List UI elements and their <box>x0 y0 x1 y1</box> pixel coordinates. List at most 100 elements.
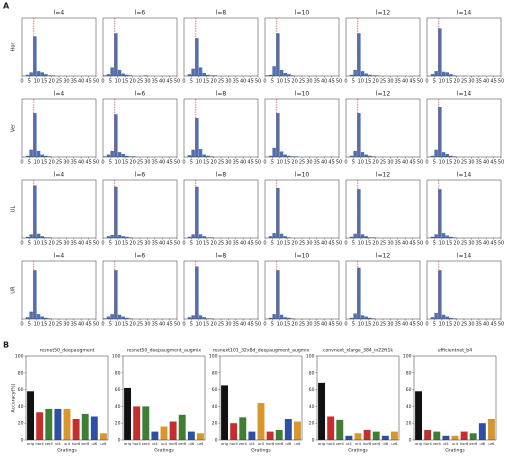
x-tick-label: hor4 <box>133 442 142 446</box>
histogram-bar <box>187 155 192 157</box>
y-tick-label: 0 <box>21 438 24 444</box>
histogram-bar <box>283 72 287 76</box>
x-tick-label: 15 <box>365 79 371 85</box>
x-tick-label: 5 <box>352 160 355 166</box>
x-tick-label: 40 <box>78 160 84 166</box>
x-tick-label: 15 <box>41 79 47 85</box>
panel-label: A <box>3 2 10 11</box>
x-tick-label: 30 <box>387 322 393 328</box>
x-tick-label: 40 <box>159 322 165 328</box>
x-tick-label: 25 <box>299 241 305 247</box>
histogram-bar <box>283 236 287 238</box>
x-tick-label: 45 <box>166 160 172 166</box>
x-tick-label: 0 <box>101 160 104 166</box>
subplot-title: l=10 <box>295 10 310 17</box>
x-tick-label: 10 <box>277 79 283 85</box>
bar <box>133 406 141 440</box>
histogram-bar <box>25 236 30 238</box>
bar <box>266 431 274 440</box>
x-tick-label: 40 <box>240 322 246 328</box>
x-tick-label: 35 <box>71 160 77 166</box>
histogram-bar <box>187 317 192 319</box>
histogram-bar <box>198 234 203 238</box>
histogram-bar <box>128 156 133 157</box>
subplot-title: efficientnet_b4 <box>438 348 472 354</box>
y-tick-label: 60 <box>18 387 24 393</box>
histogram-bar <box>110 234 114 238</box>
x-tick-label: ver6 <box>469 442 478 446</box>
x-tick-label: 45 <box>328 79 334 85</box>
x-tick-label: 35 <box>71 322 77 328</box>
histogram-bar <box>117 69 122 76</box>
x-tick-label: ul4 <box>346 442 352 446</box>
histogram-bar <box>198 315 203 319</box>
histogram-bar <box>117 234 122 238</box>
panel-label: B <box>3 341 9 350</box>
histogram-bar <box>430 155 435 157</box>
histogram-bar <box>33 185 37 238</box>
x-tick-label: ur6 <box>100 442 107 446</box>
histogram-bar <box>445 235 449 238</box>
y-tick-label: 80 <box>115 370 121 376</box>
subplot-title: l=8 <box>216 10 227 17</box>
x-tick-label: 35 <box>314 241 320 247</box>
bar <box>151 431 159 440</box>
x-tick-label: 10 <box>439 79 445 85</box>
x-tick-label: 35 <box>152 241 158 247</box>
x-tick-label: hor6 <box>169 442 178 446</box>
histogram-bar <box>202 236 206 238</box>
histogram-bar <box>125 236 129 238</box>
bar <box>433 431 441 440</box>
x-tick-label: ver4 <box>239 442 248 446</box>
x-tick-label: 20 <box>453 322 459 328</box>
bar <box>99 433 107 440</box>
x-tick-label: 20 <box>210 322 216 328</box>
histogram-bar <box>441 233 446 238</box>
x-tick-label: 15 <box>122 322 128 328</box>
histogram-bar <box>209 75 214 76</box>
histogram-bar <box>121 153 125 157</box>
x-tick-label: 0 <box>20 79 23 85</box>
x-tick-label: 40 <box>240 79 246 85</box>
histogram-bar <box>209 318 214 319</box>
x-tick-label: 30 <box>306 241 312 247</box>
histogram-bar <box>438 28 442 76</box>
y-tick-label: 100 <box>112 354 121 360</box>
x-tick-label: 40 <box>402 160 408 166</box>
x-tick-label: ul6 <box>92 442 98 446</box>
bar <box>390 431 398 440</box>
bar <box>81 413 89 440</box>
x-tick-label: 50 <box>93 241 99 247</box>
histogram-bar <box>371 75 376 76</box>
x-tick-label: 35 <box>395 160 401 166</box>
x-tick-label: 5 <box>190 79 193 85</box>
x-tick-label: 45 <box>409 79 415 85</box>
x-tick-label: ver4 <box>433 442 442 446</box>
x-tick-label: 5 <box>352 79 355 85</box>
y-tick-label: 60 <box>406 387 412 393</box>
bar <box>221 385 229 440</box>
x-tick-label: 5 <box>28 322 31 328</box>
x-tick-label: 0 <box>425 79 428 85</box>
histogram-bar <box>360 152 365 157</box>
y-tick-label: 100 <box>209 354 218 360</box>
x-tick-label: 10 <box>115 241 121 247</box>
x-tick-label: 0 <box>101 322 104 328</box>
histogram-bar <box>290 75 295 76</box>
histogram-bar <box>36 71 41 76</box>
x-tick-label: 25 <box>380 160 386 166</box>
x-tick-label: 45 <box>490 322 496 328</box>
x-tick-label: 15 <box>203 79 209 85</box>
histogram-bar <box>33 36 37 76</box>
x-tick-label: 0 <box>425 322 428 328</box>
bar <box>327 416 335 440</box>
x-tick-label: 45 <box>328 241 334 247</box>
x-tick-label: hor6 <box>460 442 469 446</box>
histogram-bar <box>368 317 372 319</box>
histogram-bar <box>114 186 118 238</box>
subplot-title: l=12 <box>376 91 391 98</box>
histogram-bar <box>132 156 137 157</box>
x-axis-label: Gratings <box>251 448 271 454</box>
x-tick-label: 50 <box>417 322 423 328</box>
histogram-bar <box>202 317 206 319</box>
